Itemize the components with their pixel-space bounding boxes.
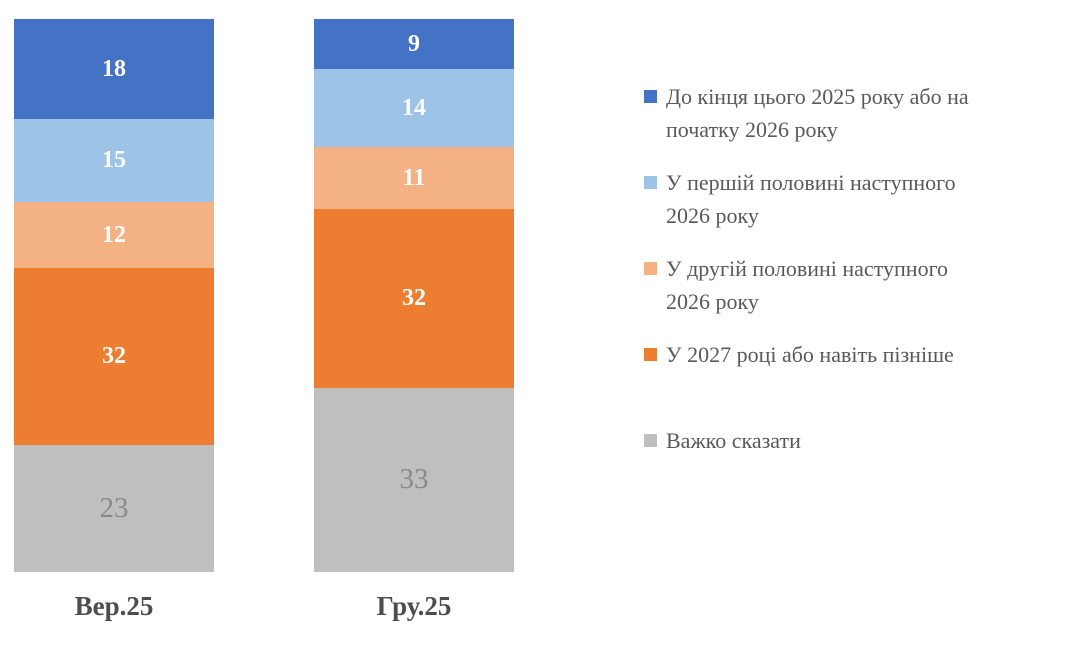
- bar-column-gru25: 9 14 11 32 33: [314, 19, 514, 572]
- segment-value-label: 33: [399, 463, 429, 496]
- segment-value-label: 32: [402, 285, 426, 312]
- legend-label: У першій половині наступного 2026 року: [666, 170, 956, 228]
- legend-swatch-icon: [644, 348, 657, 361]
- bar-segment-series3-cat0: 32: [14, 267, 214, 445]
- segment-value-label: 11: [402, 165, 426, 192]
- legend-item-series2: У другій половині наступного 2026 року: [644, 252, 1074, 338]
- bar-segment-series0-cat1: 9: [314, 19, 514, 70]
- legend-swatch-icon: [644, 434, 657, 447]
- legend-label: У 2027 році або навіть пізніше: [666, 342, 954, 367]
- legend-swatch-icon: [644, 90, 657, 103]
- bar-segment-series2-cat0: 12: [14, 201, 214, 268]
- bar-segment-series4-cat0: 23: [14, 444, 214, 572]
- legend-swatch-icon: [644, 262, 657, 275]
- bar-segment-series1-cat0: 15: [14, 118, 214, 202]
- segment-value-label: 14: [402, 95, 426, 122]
- legend: До кінця цього 2025 року або на початку …: [644, 80, 1074, 510]
- bar-segment-series3-cat1: 32: [314, 208, 514, 388]
- category-label-ver25: Вер.25: [74, 591, 154, 621]
- segment-value-label: 12: [102, 221, 126, 248]
- legend-item-series1: У першій половині наступного 2026 року: [644, 166, 1074, 252]
- segment-value-label: 23: [99, 491, 129, 524]
- legend-item-series4: Важко сказати: [644, 424, 1074, 510]
- segment-value-label: 18: [102, 55, 126, 82]
- legend-label: До кінця цього 2025 року або на початку …: [666, 84, 969, 142]
- segment-value-label: 32: [102, 343, 126, 370]
- legend-swatch-icon: [644, 176, 657, 189]
- bar-segment-series4-cat1: 33: [314, 387, 514, 572]
- bar-segment-series1-cat1: 14: [314, 69, 514, 148]
- legend-item-series0: До кінця цього 2025 року або на початку …: [644, 80, 1074, 166]
- segment-value-label: 15: [102, 147, 126, 174]
- legend-label: У другій половині наступного 2026 року: [666, 256, 949, 314]
- bar-segment-series2-cat1: 11: [314, 147, 514, 209]
- bar-column-ver25: 18 15 12 32 23: [14, 19, 214, 572]
- bar-segment-series0-cat0: 18: [14, 19, 214, 119]
- segment-value-label: 9: [408, 31, 420, 58]
- legend-item-series3: У 2027 році або навіть пізніше: [644, 338, 1074, 424]
- legend-label: Важко сказати: [666, 428, 801, 453]
- category-label-gru25: Гру.25: [376, 591, 452, 621]
- plot-area: 18 15 12 32 23 9 14 11 32 33 Вер.25 Гру.25: [14, 19, 514, 621]
